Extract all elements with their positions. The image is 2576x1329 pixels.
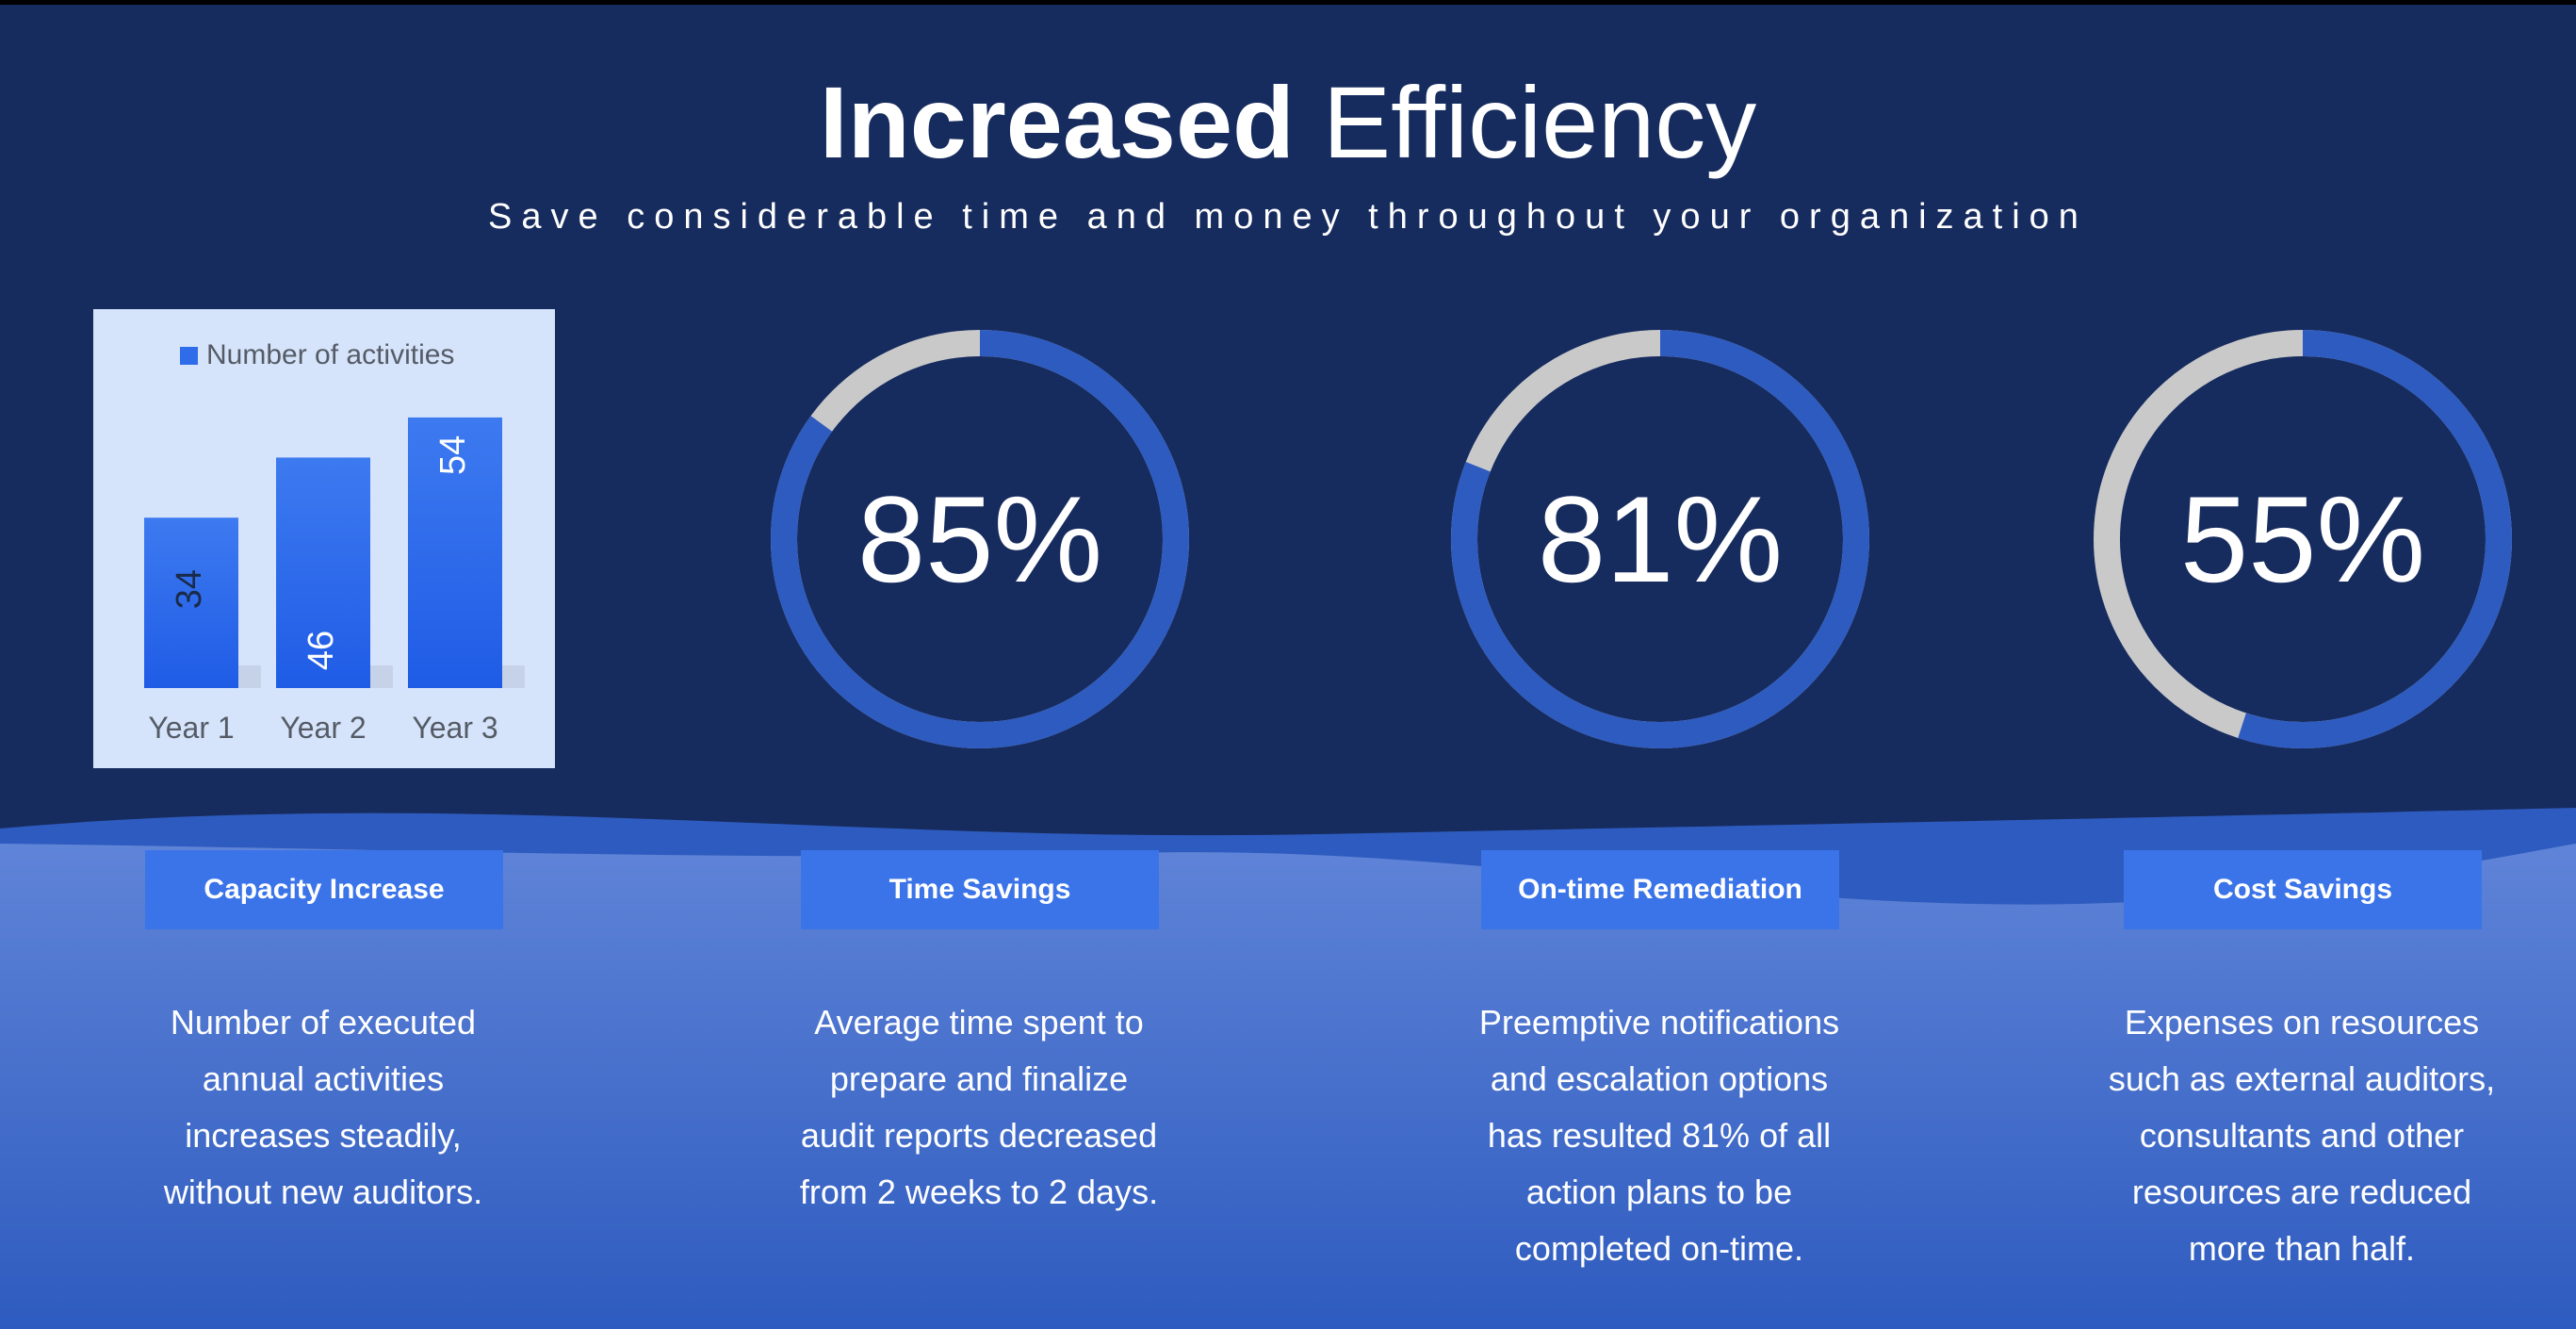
- legend-swatch: [180, 347, 198, 365]
- description-line: has resulted 81% of all: [1487, 1116, 1832, 1155]
- gauge-progress: [1451, 330, 1869, 748]
- feature-description-on-time-remediation: Preemptive notifications and escalation …: [1443, 994, 1876, 1277]
- gauge-cost-savings: 55%: [2094, 330, 2512, 748]
- description-line: resources are reduced: [2131, 1173, 2472, 1211]
- category-label: Year 3: [412, 711, 497, 745]
- description-line: increases steadily,: [185, 1116, 462, 1155]
- gauge-ring: [1451, 330, 1869, 748]
- description-line: more than half.: [2188, 1229, 2416, 1268]
- wave-background: [0, 808, 2576, 1329]
- description-line: consultants and other: [2139, 1116, 2465, 1155]
- description-line: prepare and finalize: [829, 1059, 1129, 1098]
- description-line: annual activities: [202, 1059, 445, 1098]
- feature-description-time-savings: Average time spent to prepare and finali…: [762, 994, 1196, 1221]
- gauge-value: 81%: [1537, 470, 1784, 608]
- page-subtitle: Save considerable time and money through…: [488, 197, 2088, 237]
- bar-value-label: 34: [170, 569, 209, 609]
- feature-description-cost-savings: Expenses on resources such as external a…: [2085, 994, 2519, 1277]
- description-line: without new auditors.: [163, 1173, 483, 1211]
- category-label: Year 2: [280, 711, 366, 745]
- gauge-progress: [2094, 330, 2512, 748]
- description-line: from 2 weeks to 2 days.: [799, 1173, 1159, 1211]
- description-line: such as external auditors,: [2108, 1059, 2496, 1098]
- description-line: completed on-time.: [1514, 1229, 1804, 1268]
- description-line: Expenses on resources: [2124, 1003, 2480, 1042]
- bar: [408, 417, 502, 688]
- gauge-on-time-remediation: 81%: [1451, 330, 1869, 748]
- feature-label-cost-savings: Cost Savings: [2124, 850, 2482, 929]
- bar-value-label: 54: [433, 435, 473, 475]
- title-light: Efficiency: [1323, 65, 1757, 179]
- page-title: Increased Efficiency: [0, 61, 2576, 184]
- feature-label-on-time-remediation: On-time Remediation: [1481, 850, 1839, 929]
- gauge-value: 55%: [2179, 470, 2426, 608]
- bar: [276, 457, 370, 688]
- title-bold: Increased: [819, 65, 1296, 179]
- description-line: Number of executed: [170, 1003, 477, 1042]
- gauge-time-savings: 85%: [771, 330, 1189, 748]
- gauge-ring: [2094, 330, 2512, 748]
- gauge-ring: [771, 330, 1189, 748]
- description-line: audit reports decreased: [800, 1116, 1158, 1155]
- bar-chart: Number of activities 34 Year 1 46 Year 2 54 Ye…: [144, 339, 525, 745]
- bar-chart-card: Number of activities 34 Year 1 46 Year 2 54 Ye…: [93, 309, 555, 768]
- description-line: Preemptive notifications: [1478, 1003, 1840, 1042]
- bar-value-label: 46: [302, 631, 341, 670]
- gauge-value: 85%: [856, 470, 1103, 608]
- feature-label-time-savings: Time Savings: [801, 850, 1159, 929]
- legend-label: Number of activities: [206, 339, 454, 370]
- slide: Increased Efficiency Save considerable t…: [0, 5, 2576, 1329]
- gauge-progress: [771, 330, 1189, 748]
- category-label: Year 1: [148, 711, 234, 745]
- description-line: Average time spent to: [814, 1003, 1144, 1042]
- description-line: action plans to be: [1525, 1173, 1793, 1211]
- bar: [144, 517, 238, 688]
- description-line: and escalation options: [1490, 1059, 1829, 1098]
- feature-description-capacity-increase: Number of executed annual activities inc…: [106, 994, 540, 1221]
- feature-label-capacity-increase: Capacity Increase: [145, 850, 503, 929]
